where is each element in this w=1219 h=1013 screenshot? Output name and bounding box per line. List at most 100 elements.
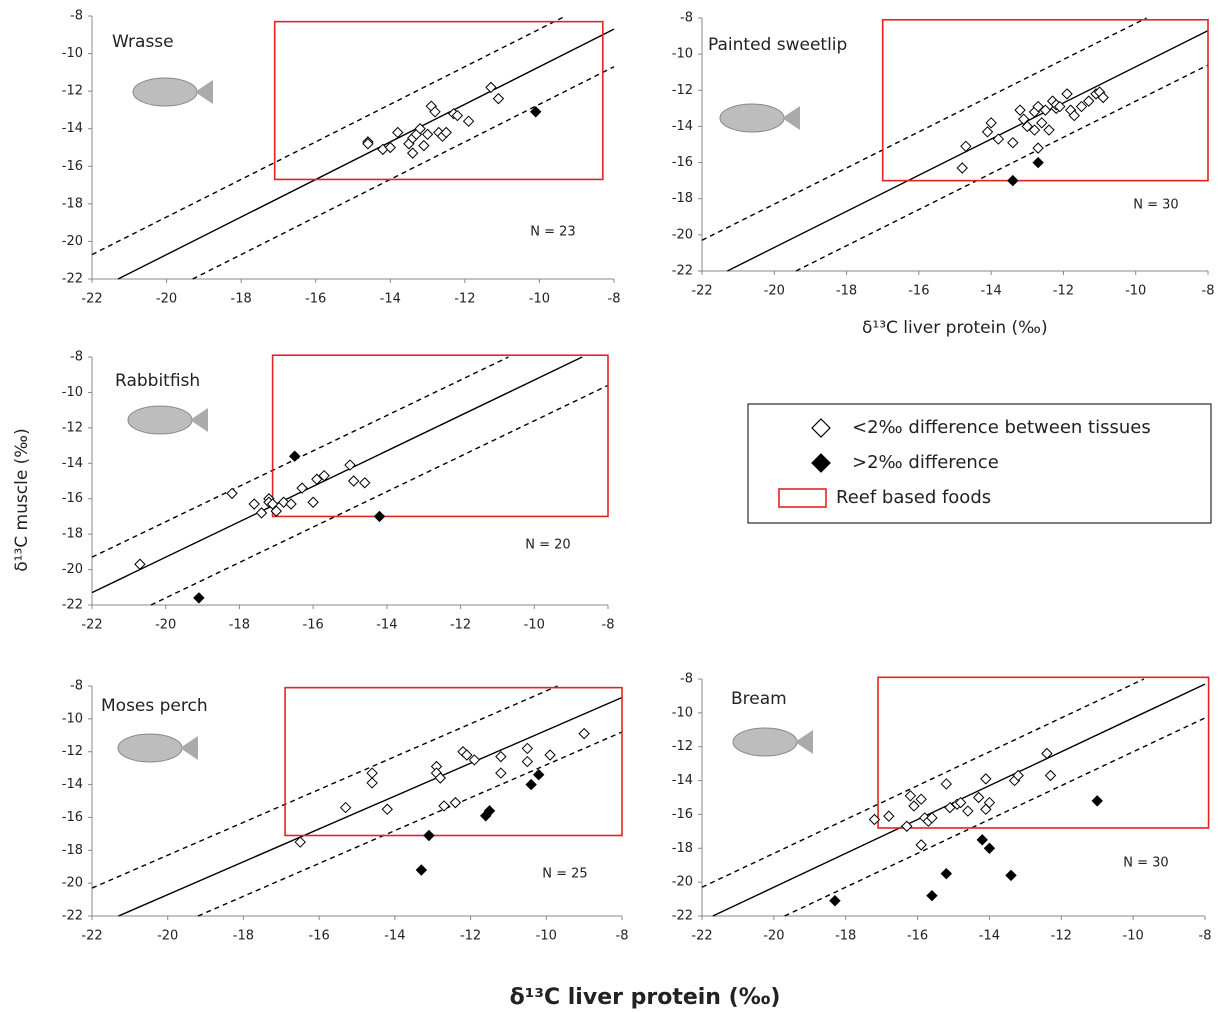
data-point [960, 140, 972, 153]
data-point [1083, 95, 1095, 107]
solid-reference-line [726, 30, 1209, 272]
data-point [311, 473, 323, 485]
data-point [1005, 869, 1017, 882]
data-point [495, 750, 507, 763]
x-tick-label: -18 [233, 929, 254, 944]
data-point [384, 141, 396, 154]
data-point [1061, 88, 1073, 100]
data-point [1068, 109, 1080, 122]
y-tick-label: -22 [62, 598, 83, 613]
y-tick-label: -12 [62, 744, 83, 759]
x-tick-label: -22 [691, 929, 712, 944]
data-point [940, 778, 953, 790]
legend-frame [747, 403, 1212, 524]
x-tick-label: -16 [305, 292, 326, 307]
y-tick-label: -12 [672, 739, 693, 754]
x-tick-label: -22 [81, 292, 102, 307]
y-tick-label: -22 [672, 264, 693, 279]
y-tick-label: -18 [672, 191, 693, 206]
x-tick-label: -20 [763, 929, 784, 944]
data-point [266, 498, 279, 510]
data-point [926, 889, 938, 902]
fish-image [127, 405, 193, 435]
solid-reference-line [117, 28, 615, 280]
panel: -22 -20 -18 -16 -14 -12 -10 -8 -22 -20 -18 -16 -14 -1… [672, 11, 1215, 339]
data-point [483, 805, 496, 817]
reef-box [881, 19, 1209, 182]
data-point [521, 755, 534, 768]
data-point [1032, 142, 1044, 154]
data-point [1012, 769, 1024, 782]
y-tick-label: -10 [672, 47, 693, 62]
data-point [983, 842, 996, 854]
y-tick-label: -16 [62, 491, 83, 506]
x-tick-label: -16 [309, 929, 330, 944]
y-tick-label: -14 [62, 777, 83, 792]
data-point [461, 749, 473, 761]
x-axis-title: δ¹³C liver protein (‰) [510, 985, 781, 1010]
x-tick-label: -12 [460, 929, 481, 944]
dashed-reference-line [150, 384, 609, 606]
data-point [1017, 113, 1030, 125]
data-point [529, 106, 542, 118]
data-point [521, 742, 534, 755]
solid-reference-line [91, 356, 583, 594]
y-tick-label: -12 [62, 420, 83, 435]
y-tick-label: -8 [70, 350, 83, 365]
data-point [1043, 124, 1055, 136]
x-tick-label: -10 [1125, 284, 1146, 299]
data-point [1032, 156, 1044, 169]
x-tick-label: -18 [229, 618, 250, 633]
y-tick-label: -16 [672, 807, 693, 822]
x-tick-label: -18 [835, 929, 856, 944]
y-tick-label: -14 [672, 773, 693, 788]
sample-size: N = 30 [1123, 856, 1168, 871]
data-point [440, 126, 452, 139]
dashed-reference-line [784, 717, 1206, 917]
data-point [1021, 120, 1033, 133]
data-point [525, 778, 537, 791]
data-point [962, 805, 974, 817]
data-point [495, 767, 507, 779]
y-tick-label: -16 [62, 810, 83, 825]
dashed-reference-line [192, 66, 615, 280]
sample-size: N = 30 [1133, 198, 1178, 213]
x-tick-label: -20 [764, 284, 785, 299]
y-tick-label: -8 [680, 11, 693, 26]
data-point [980, 773, 992, 785]
data-point [415, 864, 428, 876]
fish-image [132, 77, 198, 107]
x-tick-label: -16 [907, 929, 928, 944]
y-tick-label: -18 [62, 843, 83, 858]
data-point [366, 767, 378, 779]
legend-label: >2‰ difference [852, 452, 999, 473]
x-tick-label: -12 [454, 292, 475, 307]
data-point [255, 507, 268, 519]
reef-box [273, 20, 604, 181]
x-tick-label: -22 [691, 284, 712, 299]
data-point [134, 558, 146, 570]
y-tick-label: -10 [672, 705, 693, 720]
fish-tail [795, 730, 813, 754]
x-tick-label: -20 [155, 618, 176, 633]
y-tick-label: -18 [62, 527, 83, 542]
data-point [915, 793, 927, 805]
data-point [954, 796, 967, 809]
panel: -22 -20 -18 -16 -14 -12 -10 -8 -22 -20 -18 -16 -14 -1… [672, 672, 1212, 944]
reef-box [271, 354, 609, 518]
y-tick-label: -20 [62, 876, 83, 891]
fish-tail [782, 106, 800, 130]
data-point [468, 754, 481, 766]
panel-title: Rabbitfish [115, 371, 200, 391]
data-point [992, 133, 1005, 145]
data-point [940, 867, 953, 880]
data-point [868, 813, 881, 826]
x-tick-label: -20 [156, 292, 177, 307]
solid-reference-line [118, 696, 623, 917]
x-tick-label: -8 [616, 929, 629, 944]
data-point [1097, 91, 1109, 104]
dashed-reference-line [795, 64, 1209, 272]
y-tick-label: -12 [62, 84, 83, 99]
data-point [366, 777, 378, 789]
